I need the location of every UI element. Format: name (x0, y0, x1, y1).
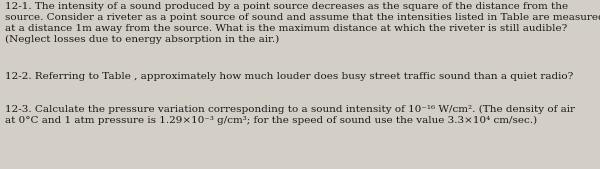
Text: 12-3. Calculate the pressure variation corresponding to a sound intensity of 10⁻: 12-3. Calculate the pressure variation c… (5, 105, 575, 125)
Text: 12-1. The intensity of a sound produced by a point source decreases as the squar: 12-1. The intensity of a sound produced … (5, 2, 600, 44)
Text: 12-2. Referring to Table , approximately how much louder does busy street traffi: 12-2. Referring to Table , approximately… (5, 72, 573, 81)
